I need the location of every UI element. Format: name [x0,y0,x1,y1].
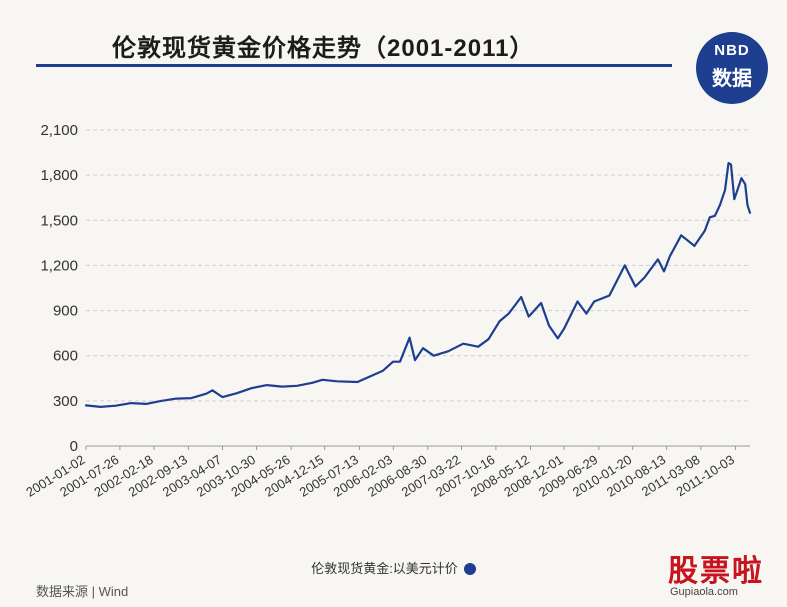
x-axis: 2001-01-022001-07-262002-02-182002-09-13… [23,446,737,500]
brand-name: 股票啦 [668,555,764,588]
logo-line2: 数据 [712,68,752,90]
nbd-logo: NBD 数据 [696,32,768,104]
brand-url: Gupiaola.com [670,586,738,598]
page-title: 伦敦现货黄金价格走势（2001-2011） [112,35,535,62]
y-tick-label: 0 [70,438,78,455]
y-tick-label: 1,200 [40,257,78,274]
series-layer [84,162,752,408]
y-tick-label: 600 [53,348,78,365]
y-tick-label: 300 [53,393,78,410]
legend-label: 伦敦现货黄金:以美元计价 [311,561,458,576]
y-tick-label: 900 [53,303,78,320]
series-line [84,162,752,408]
logo-line1: NBD [714,42,750,59]
y-tick-label: 1,500 [40,212,78,229]
title-underline [36,64,672,67]
y-tick-label: 2,100 [40,122,78,139]
legend-marker [463,562,476,575]
brand-watermark: 股票啦 Gupiaola.com [668,546,780,602]
y-axis: 0 300 600 900 1,200 1,500 1,800 2,100 [40,122,78,455]
legend: 伦敦现货黄金:以美元计价 [0,558,787,577]
grid-lines [86,129,750,447]
y-tick-label: 1,800 [40,167,78,184]
data-source: 数据来源 | Wind [36,584,129,599]
